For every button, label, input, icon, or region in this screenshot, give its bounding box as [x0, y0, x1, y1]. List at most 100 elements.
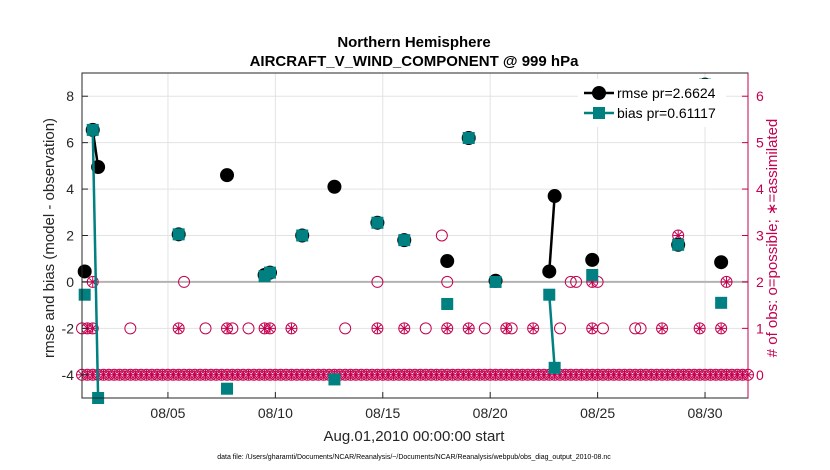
obs-assimilated-marker: [173, 323, 184, 334]
obs-assimilated-marker: [463, 323, 474, 334]
obs-possible-marker: [441, 322, 454, 335]
obs-possible-marker: [596, 322, 609, 335]
y-tick-label: -2: [62, 320, 75, 336]
obs-assimilated-marker: [442, 323, 453, 334]
chart-subtitle: AIRCRAFT_V_WIND_COMPONENT @ 999 hPa: [250, 53, 580, 70]
legend-rmse-label: rmse pr=2.6624: [617, 85, 716, 101]
obs-possible-marker: [371, 275, 384, 288]
obs-possible-marker: [419, 322, 432, 335]
obs-possible-marker: [398, 322, 411, 335]
obs-assimilated-marker: [694, 323, 705, 334]
bias-marker: [86, 123, 99, 136]
obs-possible-marker: [693, 322, 706, 335]
x-tick-label: 08/30: [688, 405, 723, 421]
y-right-tick-label: 3: [756, 228, 764, 244]
data-file-footnote: data file: /Users/gharamti/Documents/NCA…: [217, 454, 611, 461]
y-tick-label: 2: [66, 228, 74, 244]
rmse-marker: [542, 264, 557, 279]
bias-marker: [263, 266, 276, 279]
obs-assimilated-marker: [372, 323, 383, 334]
bias-marker: [586, 268, 599, 281]
obs-count-markers: [76, 229, 754, 381]
y-right-tick-label: 6: [756, 88, 764, 104]
obs-possible-marker: [124, 322, 137, 335]
rmse-marker: [77, 264, 92, 279]
obs-possible-marker: [629, 322, 642, 335]
obs-assimilated-marker: [399, 323, 410, 334]
obs-possible-marker: [172, 322, 185, 335]
bias-marker: [78, 288, 91, 301]
obs-possible-marker: [720, 275, 733, 288]
rmse-marker: [547, 189, 562, 204]
rmse-marker: [440, 254, 455, 269]
obs-assimilated-marker: [657, 323, 668, 334]
y-axis-right-label: # of obs: o=possible; ∗=assimilated: [764, 119, 781, 358]
obs-assimilated-marker: [222, 323, 233, 334]
chart-title: Northern Hemisphere: [337, 34, 490, 51]
obs-possible-marker: [371, 322, 384, 335]
legend-bias-label: bias pr=0.61117: [617, 105, 716, 121]
obs-possible-marker: [199, 322, 212, 335]
legend-rmse-marker: [592, 86, 606, 100]
legend-bias-marker: [593, 107, 605, 119]
bias-marker: [543, 288, 556, 301]
rmse-marker: [327, 179, 342, 194]
y-tick-label: 8: [66, 88, 74, 104]
rmse-marker: [220, 168, 235, 183]
obs-possible-marker: [570, 275, 583, 288]
rmse-marker: [585, 252, 600, 267]
obs-possible-marker: [715, 322, 728, 335]
obs-possible-marker: [500, 322, 513, 335]
bias-marker: [672, 238, 685, 251]
x-tick-label: 08/15: [365, 405, 400, 421]
bias-line-segment: [91, 129, 100, 399]
obs-assimilated-marker: [286, 323, 297, 334]
y-right-tick-label: 1: [756, 320, 764, 336]
axes-layer: 08/05 08/10 08/15 08/20 08/25 08/30 -4 -2 0 2 4 6 8 0…: [62, 73, 764, 421]
obs-possible-marker: [564, 275, 577, 288]
rmse-marker: [714, 255, 729, 270]
obs-possible-marker: [554, 322, 567, 335]
y-tick-label: 4: [66, 181, 74, 197]
obs-assimilated-marker: [501, 323, 512, 334]
obs-assimilated-marker: [528, 323, 539, 334]
obs-assimilated-marker: [264, 323, 275, 334]
obs-possible-marker: [221, 322, 234, 335]
obs-possible-marker: [178, 275, 191, 288]
obs-assimilated-marker: [587, 323, 598, 334]
y-tick-label: 6: [66, 135, 74, 151]
bias-marker: [715, 296, 728, 309]
obs-possible-marker: [527, 322, 540, 335]
obs-possible-marker: [441, 275, 454, 288]
bias-line-segment: [548, 294, 556, 368]
bias-marker: [462, 132, 475, 144]
bias-marker: [371, 216, 384, 229]
legend: rmse pr=2.6624 bias pr=0.61117: [578, 79, 726, 127]
y-right-tick-label: 4: [756, 181, 764, 197]
x-axis-label: Aug.01,2010 00:00:00 start: [324, 428, 506, 445]
obs-possible-marker: [285, 322, 298, 335]
obs-possible-marker: [634, 322, 647, 335]
bias-marker: [398, 234, 411, 247]
y-right-tick-label: 2: [756, 274, 764, 290]
obs-assimilated-marker: [716, 323, 727, 334]
x-tick-label: 08/05: [150, 405, 185, 421]
bias-marker: [221, 382, 234, 395]
y-right-tick-label: 5: [756, 135, 764, 151]
x-tick-label: 08/10: [258, 405, 293, 421]
obs-possible-marker: [339, 322, 352, 335]
bias-marker: [441, 297, 454, 310]
y-tick-label: 0: [66, 274, 74, 290]
obs-possible-marker: [462, 322, 475, 335]
obs-assimilated-marker: [721, 276, 732, 287]
obs-possible-marker: [656, 322, 669, 335]
bias-marker: [172, 228, 185, 241]
y-tick-label: -4: [62, 367, 75, 383]
bias-marker: [489, 275, 502, 288]
obs-possible-marker: [242, 322, 255, 335]
bias-marker: [328, 373, 341, 386]
y-axis-label: rmse and bias (model - observation): [41, 118, 58, 358]
bias-marker: [296, 229, 309, 242]
y-right-tick-label: 0: [756, 367, 764, 383]
